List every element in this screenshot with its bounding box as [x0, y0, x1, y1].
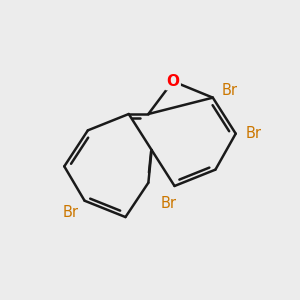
Text: O: O — [167, 74, 179, 89]
Text: Br: Br — [246, 126, 262, 141]
Text: Br: Br — [161, 196, 177, 211]
Text: Br: Br — [63, 205, 79, 220]
Text: Br: Br — [221, 83, 237, 98]
